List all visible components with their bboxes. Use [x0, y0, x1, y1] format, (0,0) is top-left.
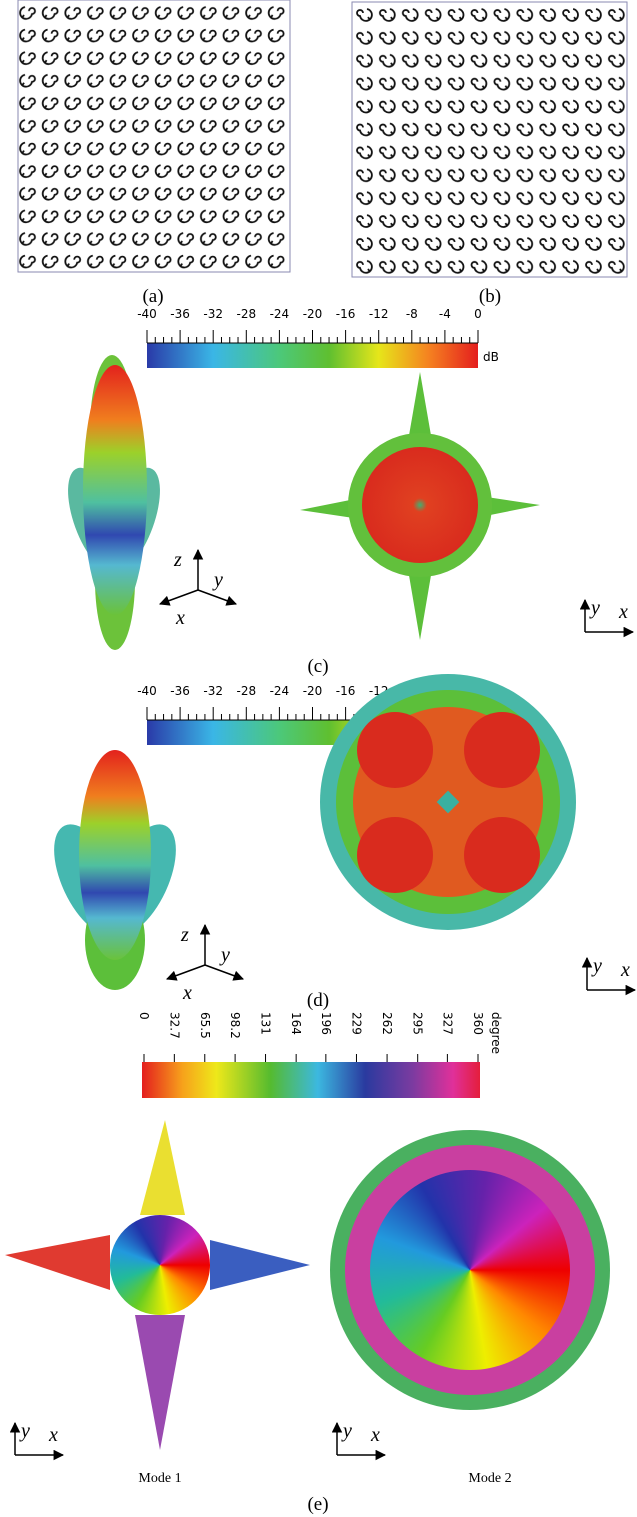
pattern-top: [320, 674, 576, 930]
colorbar-tick-label: 360: [471, 1012, 485, 1035]
colorbar-tick-label: 229: [349, 1012, 363, 1035]
colorbar-tick-label: 0: [137, 1012, 151, 1020]
panel-label: (d): [307, 990, 329, 1011]
panel-label: (e): [307, 1494, 328, 1515]
axis-arrow: [197, 589, 237, 606]
colorbar-tick-label: -32: [203, 684, 223, 698]
axis-label: z: [173, 549, 182, 571]
colorbar-tick-label: 131: [259, 1012, 273, 1035]
colorbar-tick-label: -24: [270, 307, 290, 321]
colorbar-tick-label: 327: [440, 1012, 454, 1035]
colorbar-tick-label: 32.7: [167, 1012, 181, 1039]
mode-label: Mode 2: [468, 1471, 511, 1486]
panel-label: (b): [479, 286, 501, 307]
colorbar-unit: degree: [489, 1012, 503, 1054]
axis-label: z: [180, 924, 189, 946]
mode-label: Mode 1: [138, 1471, 181, 1486]
phase-disc: [370, 1170, 570, 1370]
colorbar-tick-label: -4: [439, 307, 451, 321]
axis-label: x: [620, 959, 630, 981]
panel-label: (a): [142, 286, 163, 307]
colorbar-tick-label: 164: [289, 1012, 303, 1035]
colorbar-unit: dB: [483, 350, 499, 364]
array-a: [17, 0, 291, 273]
colorbar-tick-label: -40: [137, 684, 157, 698]
array-b: [351, 1, 628, 278]
colorbar-tick-label: -24: [270, 684, 290, 698]
colorbar-tick-label: -16: [336, 307, 356, 321]
colorbar-tick-label: 295: [411, 1012, 425, 1035]
panel-label: (c): [307, 656, 328, 677]
axis-label: x: [182, 982, 192, 1004]
colorbar-tick-label: -28: [236, 684, 256, 698]
pattern-side: [68, 355, 160, 650]
axis-label: y: [19, 1420, 30, 1442]
colorbar-tick-label: 262: [380, 1012, 394, 1035]
axis-label: y: [212, 569, 223, 591]
colorbar-tick-label: -32: [203, 307, 223, 321]
axis-label: y: [591, 955, 602, 977]
colorbar-tick-label: -40: [137, 307, 157, 321]
axis-label: x: [48, 1424, 58, 1446]
phase-disc: [110, 1215, 210, 1315]
colorbar-tick-label: -8: [406, 307, 418, 321]
colorbar-tick-label: -20: [303, 684, 323, 698]
axis-arrow: [204, 964, 244, 981]
pattern-side: [54, 750, 176, 990]
axis-arrow: [166, 964, 206, 981]
phase-pattern-1: [5, 1120, 310, 1450]
axis-label: x: [370, 1424, 380, 1446]
colorbar-tick-label: -16: [336, 684, 356, 698]
axis-label: x: [175, 607, 185, 629]
colorbar-tick-label: -12: [369, 307, 389, 321]
colorbar: 0 32.7 65.5 98.2 131 164 196 229 262 295 327 360 deg…: [137, 1012, 503, 1098]
colorbar-tick-label: 0: [474, 307, 482, 321]
axis-label: y: [589, 597, 600, 619]
colorbar-tick-label: 65.5: [198, 1012, 212, 1039]
axis-label: x: [618, 601, 628, 623]
colorbar-tick-label: 196: [319, 1012, 333, 1035]
colorbar-tick-label: -36: [170, 307, 190, 321]
colorbar-tick-label: -28: [236, 307, 256, 321]
colorbar-tick-label: -36: [170, 684, 190, 698]
colorbar-tick-label: 98.2: [228, 1012, 242, 1039]
colorbar-tick-label: -20: [303, 307, 323, 321]
axis-label: y: [219, 944, 230, 966]
axis-arrow: [159, 589, 199, 606]
pattern-top: [300, 372, 540, 640]
axis-label: y: [341, 1420, 352, 1442]
